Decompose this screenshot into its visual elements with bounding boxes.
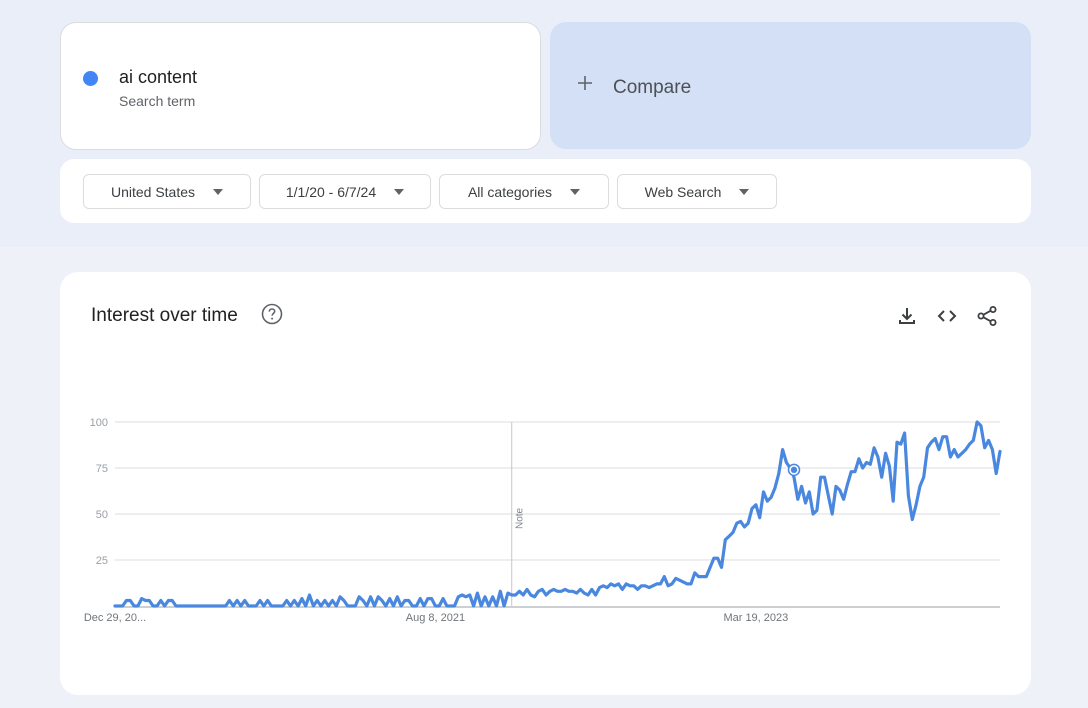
category-filter[interactable]: All categories	[439, 174, 609, 209]
download-icon[interactable]	[896, 305, 918, 327]
chevron-down-icon	[570, 188, 581, 195]
category-filter-label: All categories	[467, 183, 553, 200]
compare-label: Compare	[613, 77, 692, 98]
chart-card-title: Interest over time	[91, 305, 238, 326]
x-tick-label: Mar 19, 2023	[723, 612, 788, 624]
chevron-down-icon	[394, 188, 405, 195]
search-type-filter-label: Web Search	[644, 183, 722, 200]
search-type-filter[interactable]: Web Search	[617, 174, 777, 209]
y-tick-label: 100	[90, 417, 108, 429]
search-term-subtitle: Search term	[119, 93, 196, 109]
region-filter-label: United States	[110, 183, 196, 200]
share-icon[interactable]	[976, 305, 998, 327]
interest-over-time-card: Interest over time 25 50 75 100 Dec 29, 20..…	[60, 272, 1031, 695]
term-color-dot	[83, 71, 98, 86]
x-tick-label: Aug 8, 2021	[406, 612, 465, 624]
search-term-card[interactable]: ai content Search term	[60, 22, 541, 150]
embed-code-icon[interactable]	[936, 305, 958, 327]
search-term-name[interactable]: ai content	[119, 67, 198, 87]
plus-icon	[578, 76, 592, 90]
note-marker-label: Note	[515, 507, 526, 529]
y-tick-label: 25	[96, 555, 108, 567]
compare-button[interactable]: Compare	[550, 22, 1031, 149]
help-circle-icon[interactable]	[261, 303, 283, 325]
date-range-filter-label: 1/1/20 - 6/7/24	[285, 183, 377, 200]
date-range-filter[interactable]: 1/1/20 - 6/7/24	[259, 174, 431, 209]
chevron-down-icon	[739, 188, 750, 195]
region-filter[interactable]: United States	[83, 174, 251, 209]
x-tick-label: Dec 29, 20...	[84, 612, 146, 624]
hover-point	[790, 466, 798, 474]
y-tick-label: 75	[96, 463, 108, 475]
series-line-ai-content	[113, 420, 1002, 608]
y-tick-label: 50	[96, 509, 108, 521]
filter-bar: United States 1/1/20 - 6/7/24 All catego…	[60, 159, 1031, 223]
chevron-down-icon	[213, 188, 224, 195]
interest-line-chart: 25 50 75 100 Dec 29, 20... Aug 8, 2021 Mar 19,…	[84, 417, 1002, 624]
